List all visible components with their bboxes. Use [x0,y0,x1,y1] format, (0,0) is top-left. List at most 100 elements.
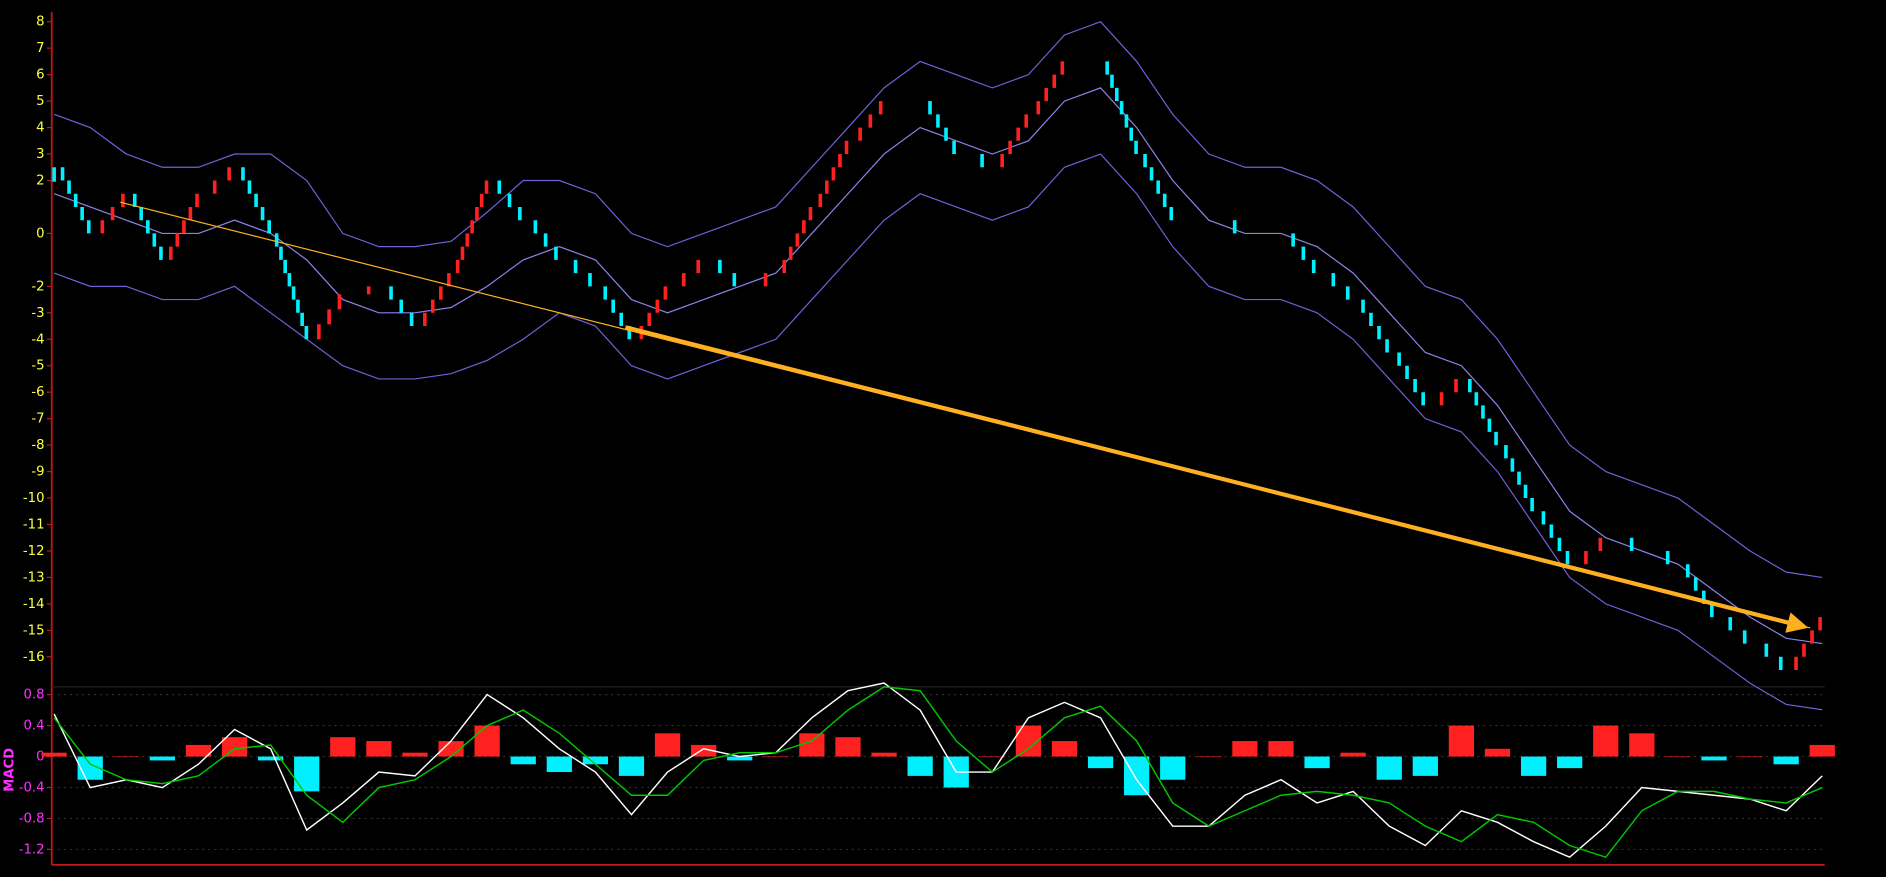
y-tick-label: -4 [31,332,44,347]
y-tick-label: -11 [23,518,45,533]
renko-brick [423,273,451,327]
macd-bar [402,752,428,757]
macd-bar [41,752,67,757]
renko-brick [1541,511,1570,565]
macd-bar [727,756,753,761]
renko-brick [1794,617,1822,671]
macd-bar [221,737,248,757]
macd-bar [1701,756,1727,761]
y-tick-label: 7 [36,41,44,56]
macd-bar [763,756,789,758]
y-tick-label: 0.4 [23,719,44,734]
renko-brick [603,286,632,340]
y-tick-label: -12 [23,544,45,559]
renko-brick [533,220,558,260]
renko-brick [1036,61,1065,115]
renko-brick [980,154,984,168]
macd-label: MACD [3,748,18,792]
renko-brick [1331,273,1350,300]
macd-bar [1087,756,1114,769]
macd-bar [1340,752,1366,757]
macd-bar [1773,756,1799,765]
renko-brick [858,101,883,141]
macd-bar [366,741,392,757]
macd-bar [1448,725,1475,757]
renko-brick [168,193,199,260]
plot: 8 7 6 5 4 3 2 0 -2 -3 -4 -5 -6 -7 -8 -9 -10 -11 -12 -13 -14 -… [19,15,1835,859]
macd-bar [1484,748,1511,757]
renko-brick [1361,299,1389,353]
macd-bar [1124,756,1150,796]
renko-brick [389,286,414,327]
renko-brick [1000,114,1029,168]
macd-bar [691,744,717,757]
renko-brick [241,167,271,234]
y-tick-label: -2 [31,279,44,294]
macd-bar [1160,756,1186,780]
renko-brick [497,180,522,221]
macd-bar [1520,756,1547,776]
renko-brick [366,286,371,295]
renko-brick [1232,220,1237,234]
macd-bar [1737,756,1763,758]
y-tick-label: -7 [31,412,44,427]
macd-bar [510,756,536,765]
macd-bar [835,737,861,757]
y-tick-label: -8 [31,438,44,453]
y-tick-label: -6 [31,385,44,400]
y-tick-label: -10 [23,491,45,506]
macd-bar [438,741,464,757]
macd-bar [1593,725,1619,757]
y-tick-label: -14 [23,597,45,612]
renko-brick [132,193,163,260]
y-tick-label: -0.4 [19,780,45,795]
y-tick-label: 2 [36,173,44,188]
y-tick-label: -1.2 [19,842,45,857]
macd-line [53,686,1823,859]
y-tick-label: -16 [23,650,45,665]
y-tick-label: 3 [36,147,44,162]
y-tick-label: 4 [36,121,44,136]
y-tick-label: 5 [36,94,44,109]
macd-bar [294,756,320,792]
renko-brick [52,167,56,182]
renko-brick [928,101,956,155]
y-tick-label: -3 [31,306,44,321]
macd-bar [1268,741,1294,757]
macd-bar [1232,741,1258,757]
y-tick-label: 0 [36,226,44,241]
renko-brick [1629,537,1634,551]
renko-brick [1439,378,1458,406]
y-tick-label: 0 [36,750,44,765]
renko-brick [681,259,701,287]
macd-bar [185,744,212,757]
y-tick-label: 6 [36,68,44,83]
renko-brick [718,259,737,287]
renko-brick [60,167,91,234]
macd-bar [149,756,176,761]
renko-brick [1665,550,1670,565]
band-line [53,153,1823,711]
macd-bar [330,737,356,757]
renko-brick [1504,445,1534,512]
macd-bar [1665,756,1691,758]
macd-bar [1557,756,1583,769]
band-line [53,21,1823,579]
renko-brick [100,193,125,234]
macd-bar [582,756,609,765]
macd-bar [1051,741,1078,757]
y-tick-label: -9 [31,465,44,480]
renko-brick [1397,352,1425,406]
renko-brick [818,140,849,207]
renko-brick [573,259,592,287]
renko-brick [274,233,309,340]
y-tick-label: 8 [36,15,44,30]
macd-bar [113,756,139,758]
macd-bar [654,733,681,757]
trend-arrow [624,325,1809,633]
macd-bar [1376,756,1402,780]
macd-bar [979,756,1005,758]
